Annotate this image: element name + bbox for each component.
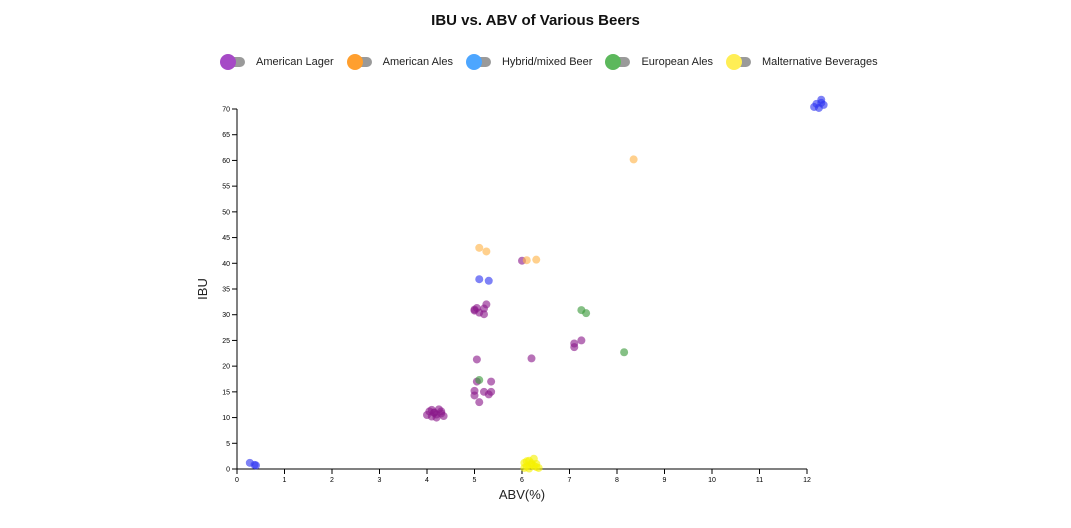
data-point — [470, 391, 479, 400]
data-point — [487, 387, 496, 396]
x-tick-label: 10 — [708, 477, 716, 484]
legend-item-european-ales[interactable]: European Ales — [605, 54, 713, 70]
y-axis-label: IBU — [195, 278, 210, 300]
y-tick-label: 20 — [222, 364, 230, 371]
data-point — [475, 243, 484, 252]
x-axis-label: ABV(%) — [499, 487, 545, 502]
x-tick-label: 1 — [283, 477, 287, 484]
x-tick-label: 3 — [378, 477, 382, 484]
legend-swatch — [726, 54, 743, 70]
data-point — [252, 461, 260, 470]
data-point — [484, 276, 493, 285]
legend-swatch — [605, 54, 622, 70]
y-tick-label: 50 — [222, 209, 230, 216]
data-point — [470, 305, 479, 314]
legend-item-malternative-beverages[interactable]: Malternative Beverages — [726, 54, 878, 70]
chart-title: IBU vs. ABV of Various Beers — [431, 12, 640, 29]
legend-label: American Lager — [256, 56, 334, 68]
data-point — [577, 336, 586, 345]
toggle-switch[interactable] — [346, 54, 373, 70]
y-tick-label: 45 — [222, 235, 230, 242]
legend-swatch — [220, 54, 236, 70]
toggle-switch[interactable] — [220, 54, 246, 70]
data-point — [527, 354, 536, 363]
y-tick-label: 15 — [222, 389, 230, 396]
legend-label: European Ales — [641, 56, 714, 68]
legend-item-american-lager[interactable]: American Lager — [220, 54, 334, 70]
x-tick-label: 0 — [235, 477, 239, 484]
toggle-switch[interactable] — [605, 54, 631, 70]
y-tick-label: 70 — [222, 107, 230, 114]
axes: 0 1 2 3 4 5 6 7 8 9 10 11 12051015202530354045505560… — [222, 107, 811, 485]
y-tick-label: 25 — [222, 338, 230, 345]
x-tick-label: 8 — [615, 477, 619, 484]
data-point — [472, 355, 481, 364]
data-point — [475, 376, 484, 385]
y-tick-label: 5 — [226, 441, 230, 448]
data-point — [817, 98, 826, 107]
data-point — [629, 155, 638, 164]
legend-item-hybrid-mixed-beer[interactable]: Hybrid/mixed Beer — [465, 54, 593, 70]
legend: American Lager American Ales Hybrid/mixe… — [220, 53, 891, 71]
data-point — [522, 256, 531, 265]
x-tick-label: 9 — [663, 477, 667, 484]
y-tick-label: 40 — [222, 261, 230, 268]
y-tick-label: 55 — [222, 184, 230, 191]
data-point — [480, 310, 488, 319]
toggle-switch[interactable] — [465, 54, 492, 70]
data-point — [532, 255, 541, 264]
x-tick-label: 5 — [473, 477, 477, 484]
data-point — [437, 407, 446, 416]
y-tick-label: 30 — [222, 312, 230, 319]
data-point — [482, 247, 491, 256]
legend-label: American Ales — [382, 56, 453, 68]
y-tick-label: 0 — [226, 467, 230, 474]
y-tick-label: 65 — [222, 132, 230, 139]
data-point — [475, 275, 484, 284]
legend-swatch — [465, 54, 482, 70]
data-point — [475, 398, 484, 407]
legend-label: Malternative Beverages — [762, 56, 878, 68]
data-point — [487, 377, 496, 386]
x-tick-label: 4 — [425, 477, 429, 484]
data-point — [482, 300, 491, 309]
y-tick-label: 35 — [222, 287, 230, 294]
toggle-switch[interactable] — [726, 54, 752, 70]
x-tick-label: 7 — [568, 477, 572, 484]
data-point — [582, 309, 591, 318]
x-tick-label: 12 — [803, 477, 811, 484]
legend-item-american-ales[interactable]: American Ales — [346, 54, 453, 70]
legend-swatch — [346, 54, 363, 70]
legend-label: Hybrid/mixed Beer — [501, 56, 593, 68]
data-point — [430, 408, 439, 417]
y-tick-label: 10 — [222, 415, 230, 422]
y-tick-label: 60 — [222, 158, 230, 165]
x-tick-label: 11 — [756, 477, 763, 484]
data-point — [810, 102, 819, 111]
data-point — [522, 457, 531, 466]
data-point — [620, 348, 629, 357]
x-tick-label: 2 — [330, 477, 334, 484]
x-tick-label: 6 — [520, 477, 524, 484]
data-point — [534, 463, 543, 472]
data-point — [570, 343, 579, 352]
data-points — [245, 95, 828, 473]
